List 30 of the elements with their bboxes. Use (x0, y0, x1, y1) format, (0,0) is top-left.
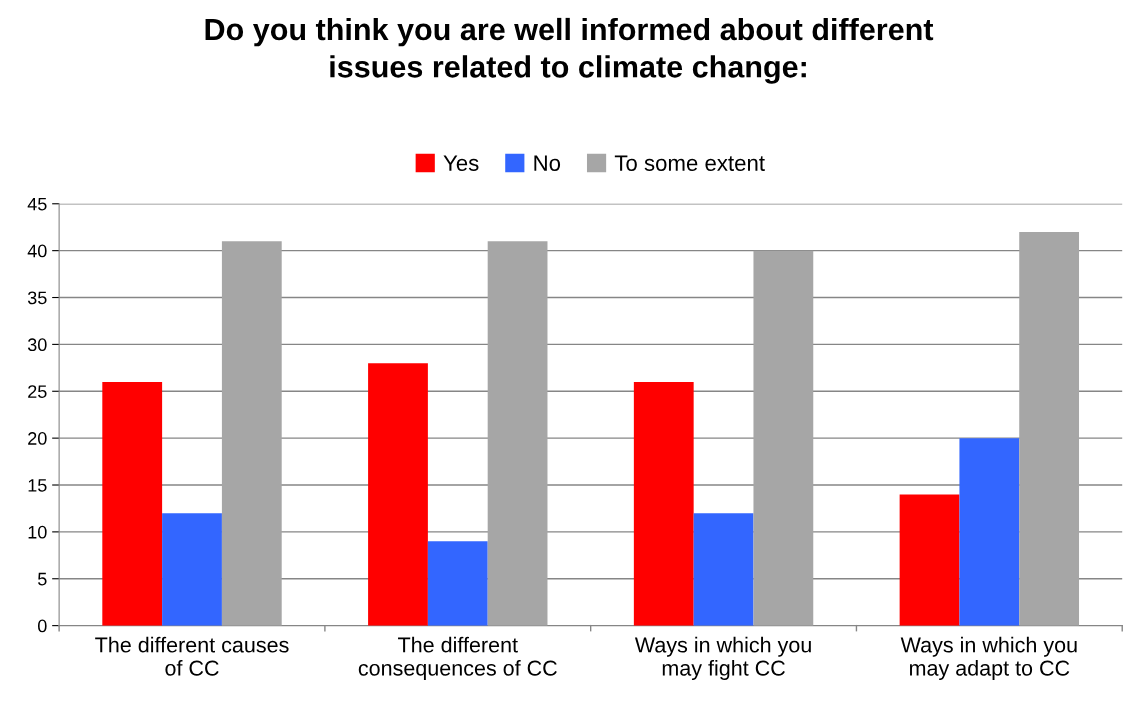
bar (368, 363, 428, 626)
x-tick-label: Ways in which you may adapt to CC (900, 636, 1077, 680)
bar (221, 241, 282, 626)
bar (427, 541, 488, 626)
bar (1019, 231, 1080, 626)
bar (899, 494, 960, 626)
y-tick-label: 10 (28, 525, 47, 539)
y-tick-label: 30 (27, 338, 47, 352)
x-tick-label: Ways in which you may fight CC (634, 636, 811, 680)
y-tick-label: 45 (27, 197, 47, 211)
bar (753, 250, 814, 626)
bar (487, 241, 548, 626)
y-tick-label: 35 (27, 291, 47, 305)
y-tick-label: 0 (37, 619, 47, 633)
y-tick-label: 40 (27, 244, 47, 258)
bar (959, 438, 1020, 626)
y-tick-label: 20 (28, 432, 47, 445)
y-tick-label: 25 (28, 385, 47, 398)
y-tick-label: 15 (28, 479, 47, 492)
x-tick-label: The different consequences of CC (358, 636, 557, 680)
legend-label: No (534, 155, 561, 171)
bar (102, 381, 163, 626)
bar (162, 513, 222, 626)
bar (693, 513, 754, 626)
chart-title: Do you think you are well informed about different issues related to climate change: (205, 17, 934, 84)
legend-label: To some extent (614, 155, 765, 171)
y-tick-label: 5 (38, 572, 47, 586)
x-tick-label: The different causes of CC (95, 636, 289, 676)
legend-label: Yes (443, 155, 479, 171)
bar (633, 381, 694, 626)
